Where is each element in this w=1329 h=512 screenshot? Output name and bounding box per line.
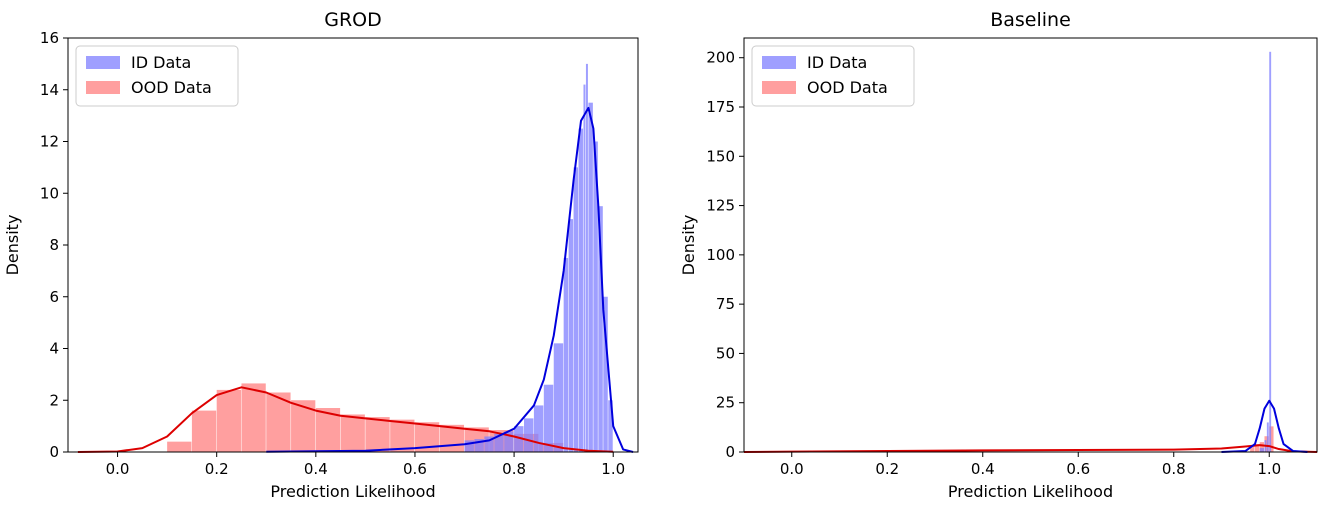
y-tick-label: 14 [40, 81, 59, 99]
x-axis-label: Prediction Likelihood [270, 482, 435, 501]
histogram-bar [583, 84, 586, 452]
y-tick-label: 4 [49, 340, 59, 358]
plot-area [743, 51, 1318, 453]
plot-frame [743, 37, 1318, 453]
histogram-bar [291, 400, 316, 452]
y-tick-label: 75 [716, 295, 735, 313]
plot-area [77, 63, 634, 453]
y-tick-label: 25 [716, 394, 735, 412]
x-tick-label: 1.0 [601, 460, 625, 478]
y-tick-label: 175 [706, 98, 735, 116]
x-axis: 0.0 0.2 0.4 0.6 0.8 1.0 [780, 452, 1281, 478]
histogram-bar [585, 63, 588, 452]
y-tick-label: 50 [716, 344, 735, 362]
histogram-bar [598, 206, 603, 452]
histogram-bar [578, 128, 583, 452]
y-tick-label: 6 [49, 288, 59, 306]
x-tick-label: 0.0 [106, 460, 130, 478]
histogram-bar [474, 439, 484, 452]
y-tick-label: 10 [40, 184, 59, 202]
x-tick-label: 0.4 [304, 460, 328, 478]
legend: ID Data OOD Data [75, 45, 239, 107]
histogram-bar [588, 102, 593, 452]
histogram-bar [390, 419, 415, 452]
kde-line-ood [77, 386, 614, 453]
histogram-bar [1269, 426, 1274, 452]
y-axis: 0 2 4 6 8 10 12 14 16 [40, 29, 68, 461]
y-tick-label: 100 [706, 246, 735, 264]
y-tick-label: 150 [706, 147, 735, 165]
histogram-bar [191, 410, 217, 452]
histogram-bar [524, 418, 534, 452]
x-tick-label: 1.0 [1257, 460, 1281, 478]
histogram-bar [533, 405, 544, 452]
histogram-bar [1264, 436, 1269, 452]
histogram-bar [553, 343, 564, 452]
histogram-bar [1269, 51, 1272, 453]
histogram-bar [593, 141, 598, 452]
chart-title: Baseline [990, 9, 1071, 31]
y-tick-label: 12 [40, 133, 59, 151]
legend-swatch [86, 56, 120, 69]
histogram-bar [1250, 446, 1255, 452]
x-tick-label: 0.0 [780, 460, 804, 478]
x-axis: 0.0 0.2 0.4 0.6 0.8 1.0 [106, 452, 625, 478]
histogram-bar [568, 219, 574, 452]
x-tick-label: 0.4 [971, 460, 995, 478]
x-tick-label: 0.8 [1162, 460, 1186, 478]
y-tick-label: 16 [40, 29, 59, 47]
kde-line-ood [743, 444, 1318, 453]
y-tick-label: 125 [706, 197, 735, 215]
kde-line-id [266, 106, 634, 453]
x-tick-label: 0.2 [875, 460, 899, 478]
y-axis: 0 25 50 75 100 125 150 175 200 [706, 49, 744, 461]
x-tick-label: 0.6 [403, 460, 427, 478]
kde-line-id [1221, 399, 1308, 453]
x-tick-label: 0.2 [205, 460, 229, 478]
histogram-bar [484, 436, 494, 452]
histogram-bar [340, 414, 365, 452]
legend: ID Data OOD Data [751, 45, 915, 107]
y-tick-label: 8 [49, 236, 59, 254]
histogram-bar [494, 433, 504, 452]
x-tick-label: 0.8 [502, 460, 526, 478]
chart-grod: GROD 0.0 0.2 0.4 0.6 0.8 1.0 0 2 4 6 8 10 12 14 16 Pr… [3, 9, 639, 501]
histogram-bar [1254, 444, 1260, 452]
histogram-bar [504, 431, 514, 452]
histogram-bar [216, 389, 241, 452]
legend-swatch [762, 56, 796, 69]
histogram-bar [514, 426, 524, 452]
chart-baseline: Baseline 0.0 0.2 0.4 0.6 0.8 1.0 0 25 50 75 100 12… [679, 9, 1318, 501]
histogram-bar [365, 417, 390, 452]
chart-title: GROD [324, 9, 382, 31]
histogram-bar [439, 424, 465, 452]
legend-label: OOD Data [807, 78, 888, 97]
x-tick-label: 0.6 [1066, 460, 1090, 478]
y-axis-label: Density [3, 215, 22, 276]
histogram-bar [1259, 442, 1264, 452]
y-tick-label: 200 [706, 49, 735, 67]
histogram-bar [167, 441, 192, 452]
histogram-bar [464, 440, 474, 452]
legend-swatch [762, 81, 796, 94]
histogram-bar [608, 400, 613, 452]
legend-label: ID Data [807, 53, 867, 72]
y-tick-label: 0 [725, 443, 735, 461]
legend-label: OOD Data [131, 78, 212, 97]
legend-swatch [86, 81, 120, 94]
x-axis-label: Prediction Likelihood [948, 482, 1113, 501]
y-tick-label: 2 [49, 391, 59, 409]
histogram-bar [266, 392, 291, 452]
histogram-bar [1266, 422, 1269, 452]
histogram-bar [563, 257, 569, 452]
legend-label: ID Data [131, 53, 191, 72]
y-axis-label: Density [679, 215, 698, 276]
y-tick-label: 0 [49, 443, 59, 461]
histogram-bar [241, 383, 266, 452]
histogram-bar [543, 384, 554, 452]
histogram-bar [573, 167, 579, 452]
histogram-bar [603, 296, 608, 452]
histogram-bar [1259, 448, 1264, 452]
